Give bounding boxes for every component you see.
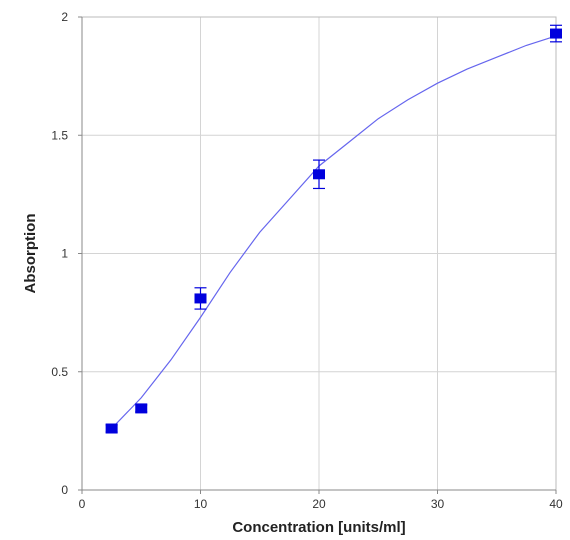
y-tick-label: 1.5 <box>51 128 68 142</box>
x-tick-label: 10 <box>194 497 208 511</box>
data-point <box>105 423 118 434</box>
data-point-marker <box>105 423 118 434</box>
y-tick-label: 0.5 <box>51 365 68 379</box>
data-point <box>313 159 325 190</box>
y-tick-label: 0 <box>61 483 68 497</box>
grid <box>82 16 557 490</box>
data-point <box>550 24 562 43</box>
x-axis-title: Concentration [units/ml] <box>232 519 405 536</box>
x-tick-label: 20 <box>312 497 326 511</box>
data-point-marker <box>194 293 207 304</box>
x-tick-label: 40 <box>549 497 563 511</box>
y-tick-label: 2 <box>61 10 68 24</box>
y-axis-title: Absorption <box>22 214 39 294</box>
data-point <box>135 403 148 414</box>
data-points <box>105 24 562 434</box>
y-tick-label: 1 <box>61 247 68 261</box>
data-point-marker <box>550 28 562 39</box>
fit-curve-group <box>111 35 557 429</box>
data-point-marker <box>313 169 325 180</box>
data-point-marker <box>135 403 148 414</box>
fit-curve-line <box>111 35 557 429</box>
tick-labels: 0 10 20 30 40 0 0.5 1 1.5 2 <box>51 10 563 511</box>
data-point <box>194 287 207 310</box>
x-tick-label: 30 <box>431 497 445 511</box>
x-tick-label: 0 <box>79 497 86 511</box>
